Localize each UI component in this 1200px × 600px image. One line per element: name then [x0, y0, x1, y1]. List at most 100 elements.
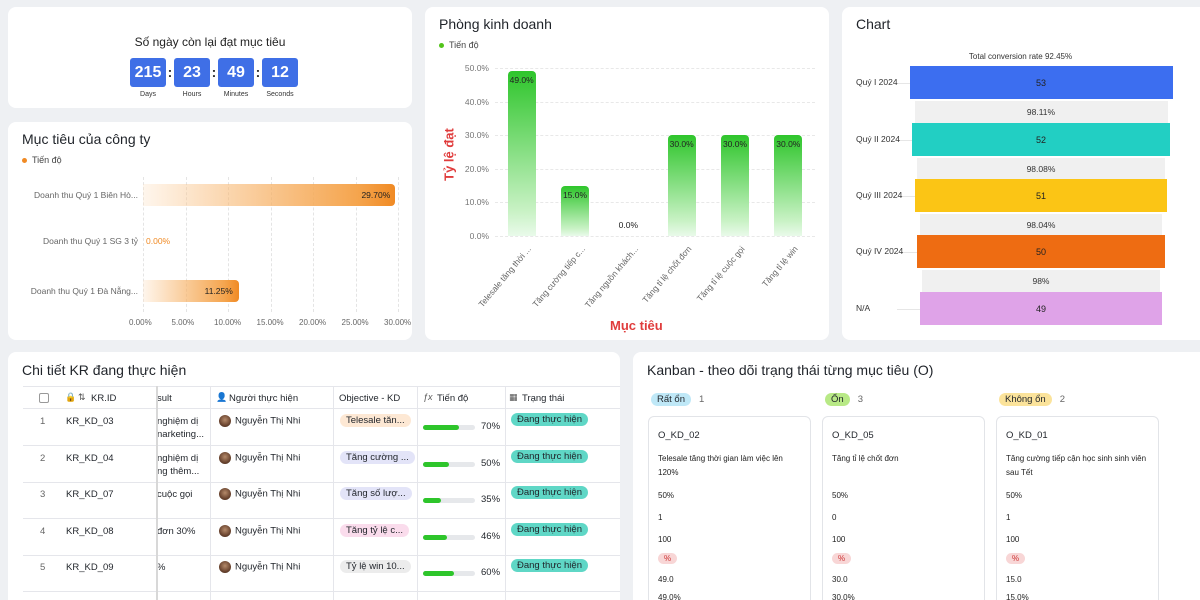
col-kr-id[interactable]: KR.ID — [91, 393, 117, 404]
countdown-card: Số ngày còn lại đạt mục tiêu 215 Days : … — [8, 7, 412, 108]
bar-value-label: 15.0% — [562, 189, 588, 200]
key-result: % — [157, 561, 209, 574]
company-goals-title: Mục tiêu của công ty — [22, 131, 151, 147]
objective-tag-label: Tăng tỷ lệ c... — [340, 523, 410, 537]
legend-label: Tiến độ — [449, 40, 479, 50]
bar[interactable] — [507, 71, 536, 236]
objective-tag[interactable]: Tăng tỷ lệ c... — [340, 523, 410, 537]
column-status-badge: Ổn — [825, 393, 850, 406]
funnel-stage[interactable]: 53 — [909, 66, 1173, 99]
funnel-stage[interactable]: 49 — [920, 292, 1162, 325]
bar[interactable] — [721, 135, 749, 236]
objective-tag[interactable]: Tỷ lệ win 10... — [340, 560, 411, 574]
bar[interactable] — [561, 185, 589, 236]
kanban-column-header[interactable]: Không ổn 2 — [999, 393, 1065, 406]
seconds-label: Seconds — [266, 91, 294, 98]
status-badge[interactable]: Đang thực hiện — [511, 413, 588, 426]
table-row[interactable]: 3 KR_KD_07 cuộc gọi Nguyễn Thị Nhi Tăng số l… — [23, 482, 620, 520]
progress-fill — [423, 571, 455, 577]
bar-value-label: 30.0% — [722, 139, 748, 150]
assignee[interactable]: Nguyễn Thị Nhi — [219, 524, 300, 537]
funnel-stage[interactable]: 52 — [912, 123, 1170, 156]
table-row[interactable]: 4 KR_KD_08 đơn 30% Nguyễn Thị Nhi Tăng tỷ lệ… — [23, 519, 620, 556]
status-badge[interactable]: Đang thực hiện — [511, 486, 588, 500]
col-result[interactable]: sult — [157, 393, 172, 404]
kanban-board: Rất ổn 1 O_KD_02 Telesale tăng thời gian là… — [633, 352, 1200, 600]
leader-line — [897, 140, 927, 141]
current-value: 1 — [1006, 513, 1011, 522]
status-icon: ▦ — [509, 392, 518, 402]
x-tick-label: Telesale tăng thời ... — [476, 244, 534, 309]
assignee[interactable]: Nguyễn Thị Nhi — [219, 451, 300, 464]
objective-tag[interactable]: Tăng số lượ... — [340, 487, 412, 501]
grid-line — [143, 177, 144, 312]
kanban-card[interactable]: O_KD_02 Telesale tăng thời gian làm việc … — [648, 416, 811, 600]
bar-value-label: 30.0% — [669, 139, 694, 150]
kanban-column-header[interactable]: Rất ổn 1 — [651, 393, 704, 406]
x-tick-label: Tăng tỉ lệ cuộc gọi — [694, 244, 747, 304]
grid-line — [185, 177, 187, 312]
key-result-line: ng thêm... — [157, 465, 200, 477]
countdown-days: 215 Days — [130, 58, 166, 98]
bar[interactable] — [143, 280, 239, 302]
countdown-hours: 23 Hours — [174, 58, 210, 98]
unit-tag: % — [1006, 553, 1026, 564]
key-result-line: đơn 30% — [157, 525, 196, 537]
x-tick-label: 0.00% — [129, 318, 152, 327]
objective-id: O_KD_02 — [658, 430, 700, 441]
company-goals-legend[interactable]: Tiến độ — [22, 155, 62, 165]
key-result-line: nghiệm dị — [157, 416, 199, 427]
funnel-chart-title: Total conversion rate 92.45% — [968, 52, 1073, 61]
funnel-card-title: Chart — [856, 16, 891, 32]
kanban-card[interactable]: O_KD_05 Tăng tỉ lệ chốt đơn 50% 0 100% 30.0 30… — [822, 416, 985, 600]
funnel-stage[interactable]: 50 — [917, 235, 1165, 268]
bar[interactable] — [774, 135, 803, 236]
legend-dot-icon — [22, 157, 27, 163]
bar[interactable] — [667, 135, 696, 236]
sales-dept-legend[interactable]: Tiến độ — [439, 40, 479, 50]
objective-name: Telesale tăng thời gian làm việc lên — [658, 454, 783, 463]
table-row[interactable]: 2 KR_KD_04 nghiệm dị ng thêm... Nguyễn Thị N… — [23, 446, 620, 483]
col-person[interactable]: Người thực hiện — [229, 393, 299, 404]
col-progress[interactable]: Tiến độ — [437, 393, 469, 404]
kanban-column-header[interactable]: Ổn 3 — [825, 393, 863, 406]
objective-tag[interactable]: Telesale tăn... — [340, 414, 411, 427]
grid-line — [355, 177, 357, 312]
assignee[interactable]: Nguyễn Thị Nhi — [219, 415, 300, 427]
funnel-stage[interactable]: 51 — [914, 179, 1168, 212]
select-all-checkbox[interactable] — [39, 393, 49, 403]
grid-line — [270, 177, 272, 312]
table-row[interactable]: 5 KR_KD_09% Nguyễn Thị Nhi Tỷ lệ win 10... 6… — [23, 555, 620, 593]
grid-line — [495, 236, 815, 237]
objective-id: O_KD_05 — [832, 430, 874, 441]
progress-value: 49.0% — [658, 593, 681, 600]
leader-line — [897, 196, 927, 197]
days-value: 215 — [130, 58, 166, 87]
avatar — [219, 415, 231, 427]
y-tick-label: 50.0% — [464, 63, 489, 73]
x-tick-label: 5.00% — [171, 318, 195, 327]
countdown-row: 215 Days : 23 Hours : 49 Minutes : 12 Se… — [130, 58, 298, 98]
row-number: 5 — [40, 562, 46, 574]
assignee[interactable]: Nguyễn Thị Nhi — [219, 488, 300, 501]
conversion-rate: 98.04% — [919, 214, 1163, 236]
bar[interactable] — [143, 184, 396, 206]
kr-table-title: Chi tiết KR đang thực hiện — [22, 362, 187, 378]
objective-tag-label: Tăng số lượ... — [340, 487, 412, 501]
x-tick-label: 10.00% — [214, 318, 242, 327]
kanban-card[interactable]: O_KD_01 Tăng cường tiếp cận học sinh sinh… — [996, 416, 1159, 600]
legend-label: Tiến độ — [32, 155, 62, 165]
objective-tag[interactable]: Tăng cường ... — [340, 450, 415, 464]
col-status[interactable]: Trạng thái — [522, 393, 565, 404]
assignee[interactable]: Nguyễn Thị Nhi — [219, 561, 300, 574]
table-row[interactable]: 1 KR_KD_03 nghiệm dị narketing... Nguyễn Thị… — [23, 409, 620, 446]
row-number: 4 — [40, 525, 46, 537]
col-objective[interactable]: Objective - KD — [339, 393, 401, 404]
minutes-value: 49 — [218, 58, 254, 87]
sort-icon[interactable]: ⇅ — [78, 392, 86, 402]
seconds-value: 12 — [262, 58, 298, 87]
status-badge[interactable]: Đang thực hiện — [511, 522, 588, 536]
status-badge[interactable]: Đang thực hiện — [511, 559, 588, 573]
status-badge[interactable]: Đang thực hiện — [511, 449, 588, 463]
target-value: 100 — [1006, 535, 1020, 544]
